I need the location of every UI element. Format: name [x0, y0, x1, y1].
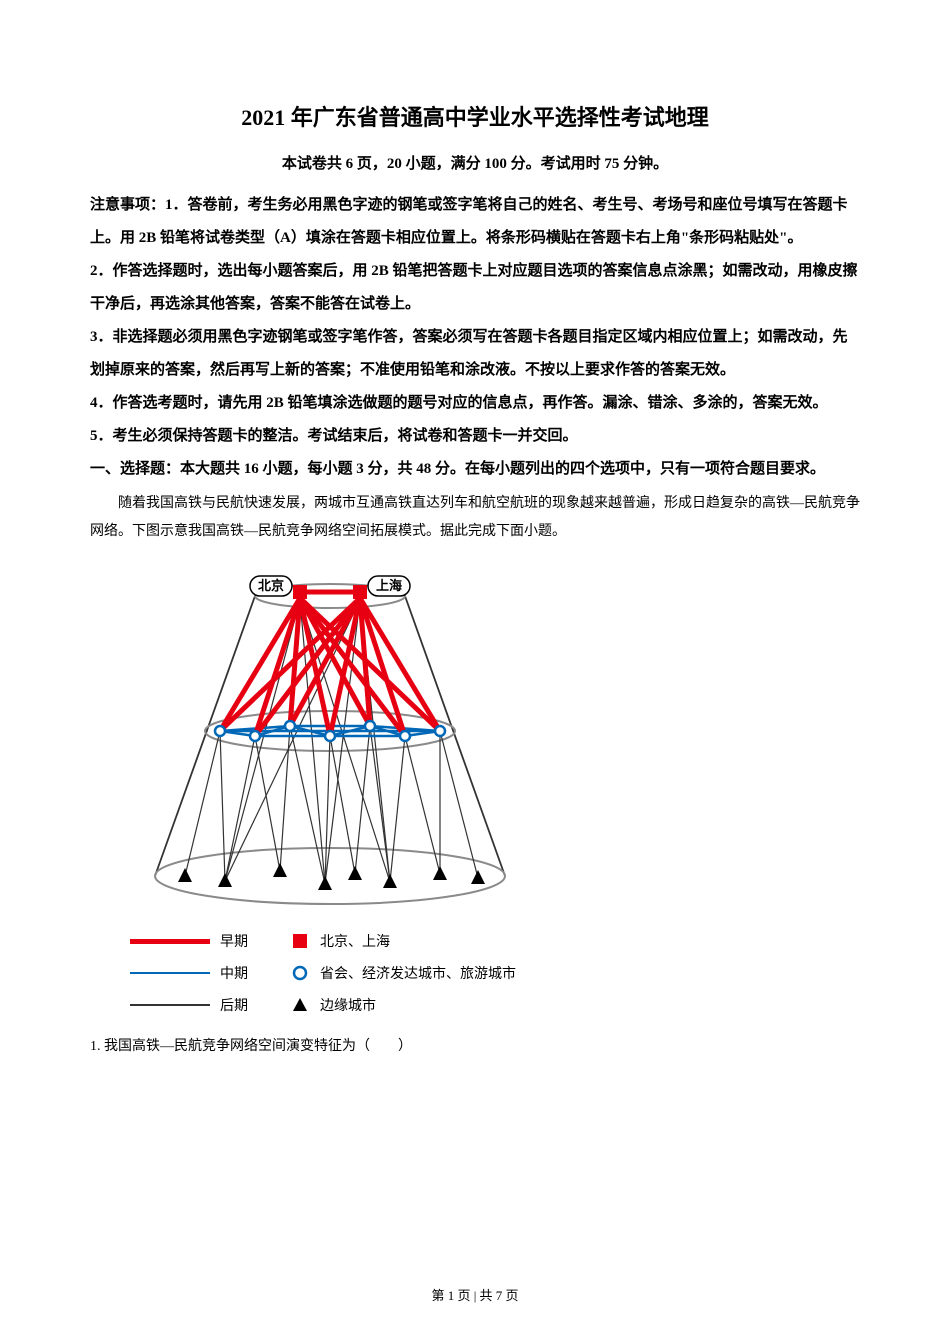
legend-marker [290, 997, 310, 1013]
legend-line-sample [130, 939, 210, 944]
instructions-block: 注意事项：1．答卷前，考生务必用黑色字迹的钢笔或签字笔将自己的姓名、考生号、考场… [90, 189, 860, 453]
instruction-2: 2．作答选择题时，选出每小题答案后，用 2B 铅笔把答题卡上对应题目选项的答案信… [90, 255, 860, 321]
legend-row: 后期 边缘城市 [130, 995, 860, 1015]
legend-stage: 后期 [220, 995, 270, 1015]
page-subtitle: 本试卷共 6 页，20 小题，满分 100 分。考试用时 75 分钟。 [90, 152, 860, 173]
legend-marker [290, 933, 310, 949]
legend-line-sample [130, 972, 210, 975]
legend-label: 北京、上海 [320, 931, 390, 951]
legend: 早期 北京、上海中期 省会、经济发达城市、旅游城市后期 边缘城市 [130, 931, 860, 1015]
legend-line-sample [130, 1004, 210, 1005]
instruction-3: 3．非选择题必须用黑色字迹钢笔或签字笔作答，答案必须写在答题卡各题目指定区域内相… [90, 321, 860, 387]
legend-row: 早期 北京、上海 [130, 931, 860, 951]
instruction-4: 4．作答选考题时，请先用 2B 铅笔填涂选做题的题号对应的信息点，再作答。漏涂、… [90, 387, 860, 420]
diagram-svg: 北京 上海 [130, 556, 530, 916]
passage-text: 随着我国高铁与民航快速发展，两城市互通高铁直达列车和航空航班的现象越来越普遍，形… [90, 490, 860, 546]
instruction-1: 注意事项：1．答卷前，考生务必用黑色字迹的钢笔或签字笔将自己的姓名、考生号、考场… [90, 189, 860, 255]
legend-row: 中期 省会、经济发达城市、旅游城市 [130, 963, 860, 983]
question-1: 1. 我国高铁—民航竞争网络空间演变特征为（ ） [90, 1035, 860, 1055]
instruction-5: 5．考生必须保持答题卡的整洁。考试结束后，将试卷和答题卡一并交回。 [90, 420, 860, 453]
legend-stage: 早期 [220, 931, 270, 951]
legend-label: 边缘城市 [320, 995, 376, 1015]
legend-label: 省会、经济发达城市、旅游城市 [320, 963, 516, 983]
section-header: 一、选择题：本大题共 16 小题，每小题 3 分，共 48 分。在每小题列出的四… [90, 453, 860, 486]
legend-stage: 中期 [220, 963, 270, 983]
page-footer: 第 1 页 | 共 7 页 [0, 1285, 950, 1304]
svg-text:北京: 北京 [258, 578, 284, 593]
page-title: 2021 年广东省普通高中学业水平选择性考试地理 [90, 100, 860, 132]
svg-text:上海: 上海 [376, 578, 402, 593]
network-diagram: 北京 上海 [130, 556, 860, 921]
legend-marker [290, 965, 310, 981]
